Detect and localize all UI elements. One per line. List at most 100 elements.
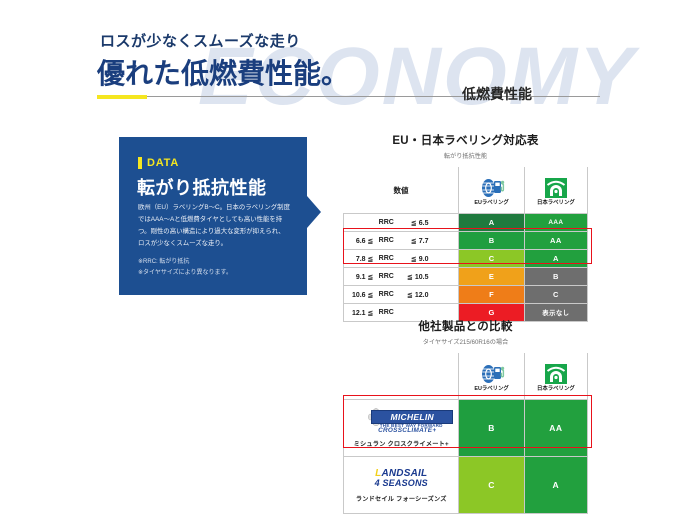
eu-grade-cell: B [458,399,525,457]
labeling-table-section: EU・日本ラベリング対応表 転がり抵抗性能 数値 [342,132,589,322]
page-header: ECONOMY ロスが少なくスムーズな走り 優れた低燃費性能。 低燃費性能 [0,0,700,122]
jp-grade-cell: A [523,456,589,514]
header-jp-label: 日本ラベリング [536,385,575,392]
divider-line [97,96,600,97]
data-badge-label: DATA [147,157,180,169]
table-row: RRC ≦ 6.5 A AAA [342,213,589,232]
jp-grade-cell: AA [523,399,589,457]
landsail-model: 4 SEASONS [374,478,428,489]
header-kicker: ロスが少なくスムーズな走り [100,33,301,50]
product-info-cell: MICHELIN THE BEST WAY FORWARD CROSSCLIMATE… [342,399,460,457]
jp-grade-cell: AAA [523,213,589,232]
header-eu-label: EUラベリング [474,199,509,206]
michelin-tagline: THE BEST WAY FORWARD [379,423,443,428]
eu-grade-cell: E [458,267,525,286]
rrc-range-cell: 9.1 ≦ RRC ≦ 10.5 [342,267,460,286]
tire-fuel-pump-icon [459,177,523,199]
landsail-logo: LANDSAIL 4 SEASONS [349,467,453,489]
header-eu-labeling: EUラベリング [458,167,525,214]
table2-subtitle: タイヤサイズ215/60R16の場合 [422,339,509,346]
rrc-lower: 6.6 ≦ [355,237,374,245]
comparison-table: EUラベリング 日本ラベリング MICHELIN [342,353,589,514]
eu-grade-cell: B [458,231,525,250]
eu-grade-cell: G [458,303,525,322]
table-row: 9.1 ≦ RRC ≦ 10.5 E B [342,267,589,286]
note-item: ※RRC: 転がり抵抗 [138,259,190,265]
eu-grade-cell: A [458,213,525,232]
header-eu-labeling: EUラベリング [458,353,525,400]
header-jp-labeling: 日本ラベリング [523,353,589,400]
labeling-table-body: RRC ≦ 6.5 A AAA 6.6 ≦ RRC ≦ 7.7 B AA 7.8 ≦ RRC ≦ 9.… [342,213,589,322]
rrc-lower: 9.1 ≦ [355,273,374,281]
table1-header-row: 数値 [343,167,589,214]
table-row: 12.1 ≦ RRC G 表示なし [342,303,589,322]
product-row: LANDSAIL 4 SEASONS ランドセイル フォーシーズンズ C A [342,456,589,514]
data-panel-notes: ※RRC: 転がり抵抗 ※タイヤサイズにより異なります。 [138,257,290,280]
rrc-range-cell: 12.1 ≦ RRC [342,303,460,322]
rrc-label: RRC [378,219,394,226]
panel-arrow-icon [307,196,321,228]
table1-title: EU・日本ラベリング対応表 [392,135,539,147]
header-divider [97,95,600,99]
rrc-range-cell: 6.6 ≦ RRC ≦ 7.7 [342,231,460,250]
rrc-upper: ≦ 12.0 [407,291,429,299]
rrc-upper: ≦ 9.0 [410,255,429,263]
jp-grade-cell: 表示なし [523,303,589,322]
rrc-label: RRC [378,291,394,298]
table-row: 7.8 ≦ RRC ≦ 9.0 C A [342,249,589,268]
header-numeric: 数値 [343,167,460,214]
rrc-upper: ≦ 7.7 [410,237,429,245]
michelin-model: CROSSCLIMATE+ [378,427,437,434]
badge-bar-icon [138,157,142,169]
header-jp-labeling: 日本ラベリング [523,167,589,214]
data-panel-title: 転がり抵抗性能 [137,178,267,198]
comparison-table-section: 他社製品との比較 タイヤサイズ215/60R16の場合 [342,318,589,514]
product-name-jp: ミシュラン クロスクライメート+ [353,441,449,448]
product-name-jp: ランドセイル フォーシーズンズ [355,496,447,504]
data-panel: DATA 転がり抵抗性能 欧州（EU）ラベリングB～C。日本のラベリング制度では… [119,137,307,295]
table2-header-row: EUラベリング 日本ラベリング [343,353,589,400]
landsail-wordmark: LANDSAIL [375,467,428,479]
labeling-table: 数値 [342,167,589,322]
page-title: 優れた低燃費性能。 [97,58,350,89]
rrc-range-cell: RRC ≦ 6.5 [342,213,460,232]
rrc-label: RRC [378,309,394,316]
michelin-wordmark: MICHELIN [371,410,454,424]
rrc-range-cell: 7.8 ≦ RRC ≦ 9.0 [342,249,460,268]
jp-grade-cell: AA [523,231,589,250]
header-jp-label: 日本ラベリング [536,199,575,206]
economy-watermark: ECONOMY [198,31,636,122]
table1-subtitle: 転がり抵抗性能 [443,153,488,160]
eu-grade-cell: C [458,456,525,514]
jp-grade-cell: C [523,285,589,304]
header-side-label: 低燃費性能 [462,86,532,102]
eu-grade-cell: F [458,285,525,304]
rrc-upper: ≦ 10.5 [407,273,429,281]
rrc-lower: 12.1 ≦ [351,309,374,317]
rrc-label: RRC [378,237,394,244]
rrc-label: RRC [378,255,394,262]
note-item: ※タイヤサイズにより異なります。 [138,270,232,277]
rrc-upper: ≦ 6.5 [410,219,429,227]
data-panel-body: 欧州（EU）ラベリングB～C。日本のラベリング制度ではAAA～Aと低燃費タイヤと… [138,204,290,247]
product-row: MICHELIN THE BEST WAY FORWARD CROSSCLIMATE… [342,399,589,457]
header-product-blank [343,353,460,400]
michelin-logo: MICHELIN THE BEST WAY FORWARD CROSSCLIMATE… [349,408,454,434]
tire-arch-icon [525,177,587,199]
divider-accent [97,95,147,99]
table-row: 6.6 ≦ RRC ≦ 7.7 B AA [342,231,589,250]
data-badge: DATA [138,157,179,169]
comparison-table-body: MICHELIN THE BEST WAY FORWARD CROSSCLIMATE… [342,399,589,514]
tire-arch-icon [525,363,587,385]
jp-grade-cell: A [523,249,589,268]
tire-fuel-pump-icon [459,363,523,385]
product-info-cell: LANDSAIL 4 SEASONS ランドセイル フォーシーズンズ [342,456,460,514]
jp-grade-cell: B [523,267,589,286]
header-eu-label: EUラベリング [474,385,509,392]
rrc-lower: 7.8 ≦ [355,255,374,263]
table2-title: 他社製品との比較 [418,321,513,333]
eu-grade-cell: C [458,249,525,268]
rrc-range-cell: 10.6 ≦ RRC ≦ 12.0 [342,285,460,304]
rrc-label: RRC [378,273,394,280]
rrc-lower: 10.6 ≦ [351,291,374,299]
